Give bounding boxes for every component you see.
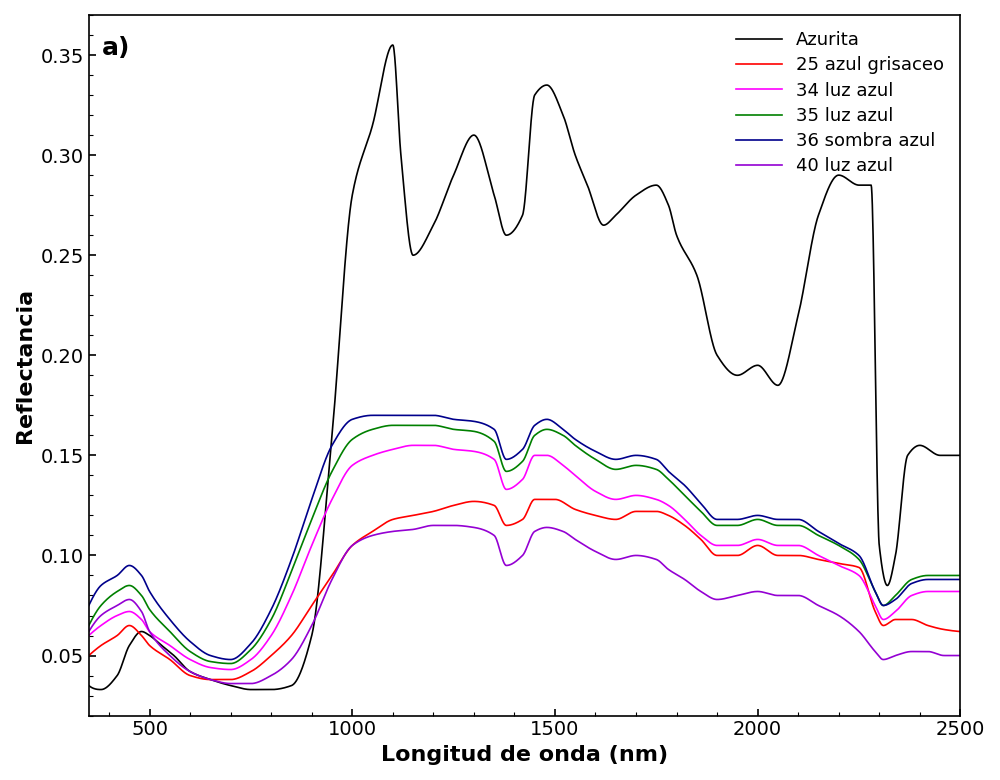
35 luz azul	[387, 420, 399, 430]
Line: Azurita: Azurita	[89, 45, 960, 690]
35 luz azul	[953, 571, 965, 580]
36 sombra azul	[856, 555, 868, 565]
40 luz azul	[83, 627, 95, 636]
36 sombra azul	[954, 575, 966, 584]
40 luz azul	[285, 655, 297, 665]
35 luz azul	[856, 559, 868, 569]
40 luz azul	[697, 588, 709, 597]
34 luz azul	[225, 665, 237, 674]
Line: 25 azul grisaceo: 25 azul grisaceo	[89, 499, 960, 679]
34 luz azul	[285, 592, 297, 601]
25 azul grisaceo	[953, 627, 965, 636]
25 azul grisaceo	[898, 615, 910, 624]
35 luz azul	[898, 582, 910, 591]
36 sombra azul	[367, 410, 379, 420]
36 sombra azul	[83, 601, 95, 610]
36 sombra azul	[953, 575, 965, 584]
Line: 34 luz azul: 34 luz azul	[89, 445, 960, 669]
35 luz azul	[697, 509, 709, 519]
35 luz azul	[633, 461, 645, 470]
40 luz azul	[953, 651, 965, 660]
25 azul grisaceo	[633, 507, 645, 516]
36 sombra azul	[697, 502, 709, 511]
35 luz azul	[285, 568, 297, 577]
34 luz azul	[83, 631, 95, 640]
Legend: Azurita, 25 azul grisaceo, 34 luz azul, 35 luz azul, 36 sombra azul, 40 luz azul: Azurita, 25 azul grisaceo, 34 luz azul, …	[729, 24, 951, 183]
40 luz azul	[954, 651, 966, 660]
Line: 36 sombra azul: 36 sombra azul	[89, 415, 960, 660]
40 luz azul	[633, 551, 645, 560]
25 azul grisaceo	[204, 675, 216, 684]
Azurita	[953, 451, 965, 460]
Azurita	[285, 681, 297, 690]
34 luz azul	[954, 587, 966, 596]
Line: 40 luz azul: 40 luz azul	[89, 526, 960, 683]
Line: 35 luz azul: 35 luz azul	[89, 425, 960, 664]
Azurita	[856, 180, 868, 190]
40 luz azul	[856, 630, 868, 640]
25 azul grisaceo	[856, 567, 868, 576]
34 luz azul	[856, 574, 868, 583]
40 luz azul	[225, 679, 237, 688]
34 luz azul	[953, 587, 965, 596]
40 luz azul	[428, 521, 440, 530]
34 luz azul	[633, 491, 645, 500]
25 azul grisaceo	[83, 651, 95, 660]
34 luz azul	[407, 441, 419, 450]
35 luz azul	[954, 571, 966, 580]
Y-axis label: Reflectancia: Reflectancia	[15, 288, 35, 443]
Azurita	[245, 685, 257, 694]
36 sombra azul	[285, 556, 297, 566]
Azurita	[83, 681, 95, 690]
25 azul grisaceo	[954, 627, 966, 636]
35 luz azul	[225, 659, 237, 668]
36 sombra azul	[633, 451, 645, 460]
25 azul grisaceo	[285, 632, 297, 641]
Azurita	[898, 474, 910, 484]
25 azul grisaceo	[697, 537, 709, 547]
25 azul grisaceo	[529, 495, 541, 504]
35 luz azul	[83, 621, 95, 630]
34 luz azul	[697, 533, 709, 542]
36 sombra azul	[225, 655, 237, 665]
40 luz azul	[898, 648, 910, 658]
Azurita	[633, 189, 645, 198]
X-axis label: Longitud de onda (nm): Longitud de onda (nm)	[381, 745, 668, 765]
Azurita	[954, 451, 966, 460]
34 luz azul	[898, 598, 910, 608]
36 sombra azul	[898, 587, 910, 596]
Text: a): a)	[102, 36, 130, 60]
Azurita	[387, 41, 399, 50]
Azurita	[697, 295, 709, 304]
